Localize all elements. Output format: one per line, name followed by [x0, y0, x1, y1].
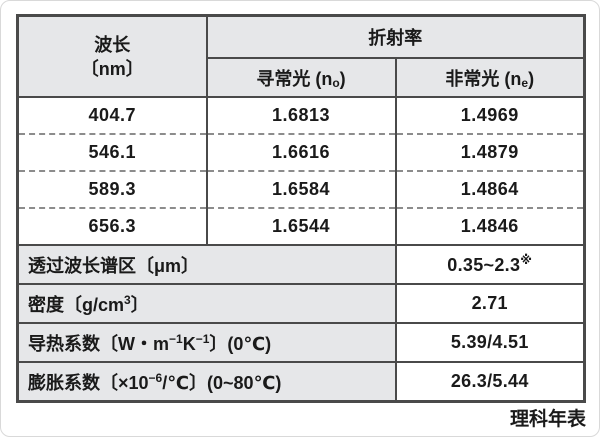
ordinary-label: 寻常光 (n [256, 68, 333, 89]
property-row-density: 密度〔g/cm3〕 2.71 [16, 284, 585, 323]
no-cell: 1.6544 [205, 208, 396, 245]
table-row: 404.7 1.6813 1.4969 [16, 97, 585, 134]
transmission-footnote-mark: ※ [520, 253, 533, 267]
no-cell: 1.6616 [205, 134, 396, 171]
thermal-label-p1: 导热系数〔W・m [28, 333, 169, 354]
ne-cell: 1.4864 [394, 171, 585, 208]
density-label-close: 〕 [130, 294, 149, 315]
property-row-thermal-conductivity: 导热系数〔W・m−1K−1〕(0℃) 5.39/4.51 [16, 323, 585, 362]
optical-properties-table: 波长 〔nm〕 折射率 寻常光 (no) 非常光 (ne) 404.7 1.68… [16, 14, 586, 403]
header-wavelength-line2: 〔nm〕 [80, 58, 144, 79]
ne-cell: 1.4969 [394, 97, 585, 134]
no-cell: 1.6813 [205, 97, 396, 134]
header-refractive-index-cell: 折射率 [205, 15, 585, 58]
thermal-label-p3: 〕(0℃) [209, 333, 272, 354]
ordinary-label-close: ) [339, 68, 346, 89]
property-value-cell: 26.3/5.44 [394, 362, 585, 402]
header-extraordinary-ray-cell: 非常光 (ne) [394, 58, 585, 97]
property-label-cell: 导热系数〔W・m−1K−1〕(0℃) [16, 323, 396, 362]
ordinary-subscript: o [332, 75, 340, 90]
extraordinary-subscript: e [521, 75, 529, 90]
property-row-transmission: 透过波长谱区〔μm〕 0.35~2.3※ [16, 245, 585, 284]
density-label: 密度〔g/cm [28, 294, 125, 315]
property-row-expansion: 膨胀系数〔×10−6/℃〕(0~80℃) 26.3/5.44 [16, 362, 585, 402]
wavelength-cell: 546.1 [16, 134, 207, 171]
wavelength-cell: 589.3 [16, 171, 207, 208]
expansion-label-p1: 膨胀系数〔×10 [28, 372, 149, 393]
wavelength-cell: 404.7 [16, 97, 207, 134]
table-header-row-2: 寻常光 (no) 非常光 (ne) [17, 58, 585, 97]
expansion-label-p2: /℃〕(0~80℃) [162, 372, 282, 393]
thermal-exponent-1: −1 [169, 331, 183, 346]
transmission-value: 0.35~2.3 [447, 255, 521, 275]
property-value-cell: 2.71 [394, 284, 585, 323]
extraordinary-label: 非常光 (n [445, 68, 522, 89]
table-row: 656.3 1.6544 1.4846 [16, 208, 585, 245]
ne-cell: 1.4846 [394, 208, 585, 245]
expansion-exponent: −6 [148, 370, 163, 385]
property-label-cell: 密度〔g/cm3〕 [16, 284, 396, 323]
wavelength-cell: 656.3 [16, 208, 207, 245]
property-value-cell: 5.39/4.51 [394, 323, 585, 362]
table-row: 589.3 1.6584 1.4864 [16, 171, 585, 208]
thermal-exponent-2: −1 [195, 331, 210, 346]
ne-cell: 1.4879 [394, 134, 585, 171]
no-cell: 1.6584 [205, 171, 396, 208]
property-value-cell: 0.35~2.3※ [394, 245, 585, 284]
source-caption: 理科年表 [509, 409, 586, 430]
header-ordinary-ray-cell: 寻常光 (no) [205, 58, 396, 97]
header-wavelength-cell: 波长 〔nm〕 [16, 15, 207, 97]
header-wavelength-line1: 波长 [94, 34, 131, 55]
extraordinary-label-close: ) [528, 68, 535, 89]
thermal-label-p2: K [182, 333, 196, 354]
property-label-cell: 膨胀系数〔×10−6/℃〕(0~80℃) [16, 362, 396, 402]
density-exponent: 3 [124, 292, 131, 307]
property-label-cell: 透过波长谱区〔μm〕 [16, 245, 396, 284]
table-header-row-1: 波长 〔nm〕 折射率 [16, 15, 585, 97]
table-row: 546.1 1.6616 1.4879 [16, 134, 585, 171]
